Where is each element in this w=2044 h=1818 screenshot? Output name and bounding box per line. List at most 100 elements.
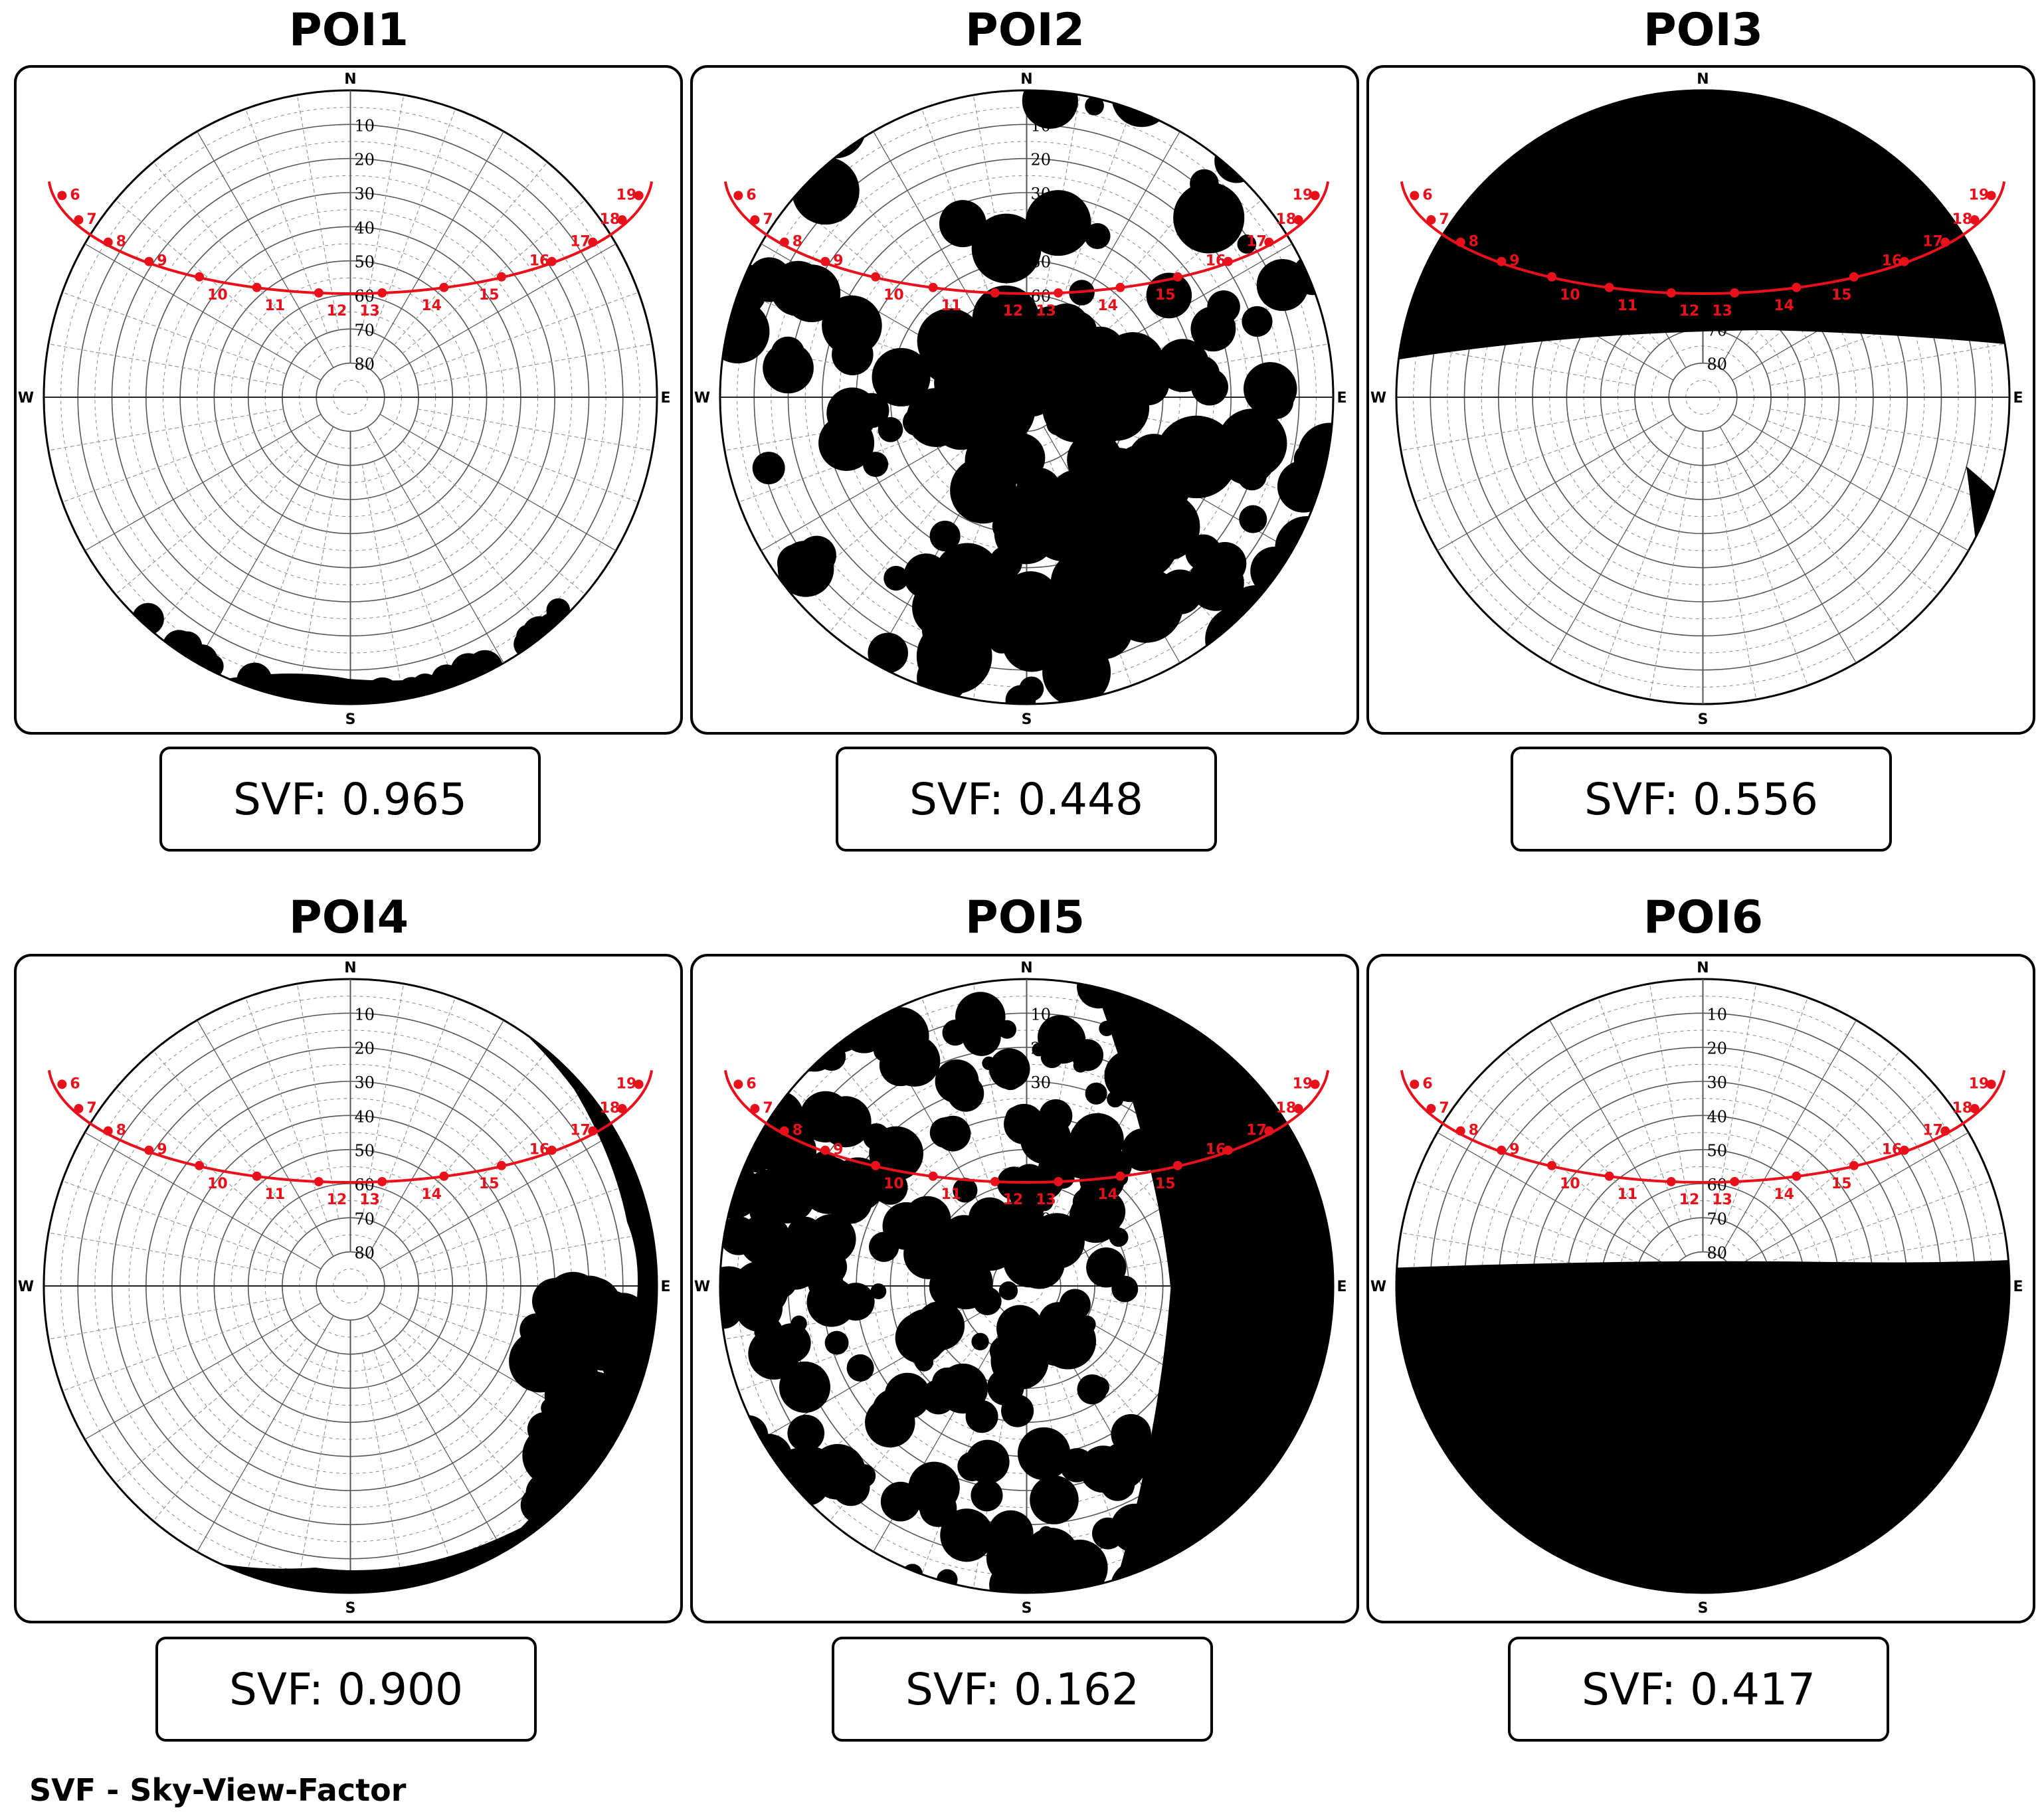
sun-hour-marker — [547, 1145, 557, 1155]
altitude-label: 50 — [354, 253, 374, 272]
sun-hour-label: 15 — [1831, 1176, 1852, 1192]
sun-hour-label: 11 — [1618, 298, 1638, 314]
sun-hour-label: 19 — [1969, 1075, 1990, 1092]
sun-hour-marker — [1986, 191, 1996, 201]
compass-label: N — [1020, 71, 1032, 88]
sun-hour-marker — [750, 1104, 760, 1114]
sun-hour-marker — [103, 1126, 113, 1136]
sun-hour-marker — [1293, 215, 1303, 225]
compass-label: S — [345, 711, 356, 728]
sun-hour-label: 6 — [746, 1075, 756, 1092]
sun-hour-marker — [1604, 1171, 1614, 1181]
compass-label: E — [1337, 1279, 1347, 1295]
altitude-label: 80 — [354, 355, 374, 374]
compass-label: N — [344, 960, 356, 976]
sun-hour-marker — [1054, 1176, 1064, 1186]
sun-hour-marker — [1293, 1104, 1303, 1114]
sun-hour-label: 11 — [265, 298, 286, 314]
sun-hour-label: 14 — [421, 298, 442, 314]
sun-hour-marker — [144, 1145, 154, 1155]
sun-hour-label: 15 — [479, 287, 500, 304]
panel-title-poi1: POI1 — [288, 4, 409, 56]
sun-hour-marker — [617, 215, 627, 225]
sun-hour-label: 7 — [1439, 211, 1449, 228]
sun-hour-marker — [820, 1145, 830, 1155]
sun-hour-marker — [1970, 1104, 1980, 1114]
sun-hour-label: 15 — [1155, 287, 1176, 304]
sun-hour-label: 8 — [116, 1123, 126, 1139]
sun-hour-label: 7 — [86, 211, 96, 228]
compass-label: W — [18, 390, 34, 407]
sun-hour-label: 18 — [600, 211, 620, 228]
panel-title-poi5: POI5 — [965, 891, 1085, 944]
sun-hour-marker — [1426, 1104, 1436, 1114]
sun-hour-label: 17 — [1922, 234, 1943, 250]
sun-hour-marker — [1410, 1079, 1420, 1089]
sun-hour-label: 6 — [70, 1075, 80, 1092]
sun-hour-label: 16 — [1882, 253, 1903, 270]
sun-hour-marker — [1172, 272, 1182, 282]
sun-hour-marker — [1223, 1145, 1233, 1155]
sun-hour-marker — [820, 256, 830, 266]
sun-hour-marker — [928, 282, 938, 292]
sun-hour-marker — [1410, 191, 1420, 201]
sky-diagram: 10 20 30 40 50 60 70 80 67 8 9 10 11 12 13 14 15 16 17 18 19… — [18, 71, 671, 728]
sun-path: 67 8 9 10 11 12 13 14 15 16 17 18 19 — [723, 1069, 1330, 1208]
fisheye-panel-poi2: 1020304050607080678910111213141516171819… — [690, 65, 1359, 735]
sun-hour-label: 16 — [1206, 253, 1226, 270]
sun-hour-label: 12 — [327, 303, 347, 319]
panel-title-poi3: POI3 — [1643, 4, 1764, 56]
sun-hour-label: 15 — [479, 1176, 500, 1192]
sun-hour-marker — [1115, 1171, 1125, 1181]
altitude-label: 70 — [354, 321, 374, 339]
sun-hour-marker — [439, 1171, 449, 1181]
sun-hour-label: 8 — [116, 234, 126, 250]
sun-hour-label: 18 — [1276, 1100, 1297, 1117]
sun-hour-marker — [1666, 1176, 1676, 1186]
sun-hour-marker — [496, 272, 506, 282]
sun-hour-label: 19 — [1969, 187, 1990, 203]
sun-hour-marker — [1426, 215, 1436, 225]
altitude-label: 10 — [354, 116, 374, 135]
sun-hour-marker — [1792, 282, 1802, 292]
sun-hour-label: 8 — [1469, 1123, 1479, 1139]
sun-hour-marker — [634, 1079, 644, 1089]
altitude-label: 20 — [354, 151, 374, 169]
sun-hour-label: 17 — [1246, 234, 1267, 250]
sun-hour-label: 17 — [570, 1123, 591, 1139]
sun-hour-marker — [1986, 1079, 1996, 1089]
altitude-label: 80 — [1707, 355, 1726, 374]
sun-hour-label: 16 — [1206, 1142, 1226, 1158]
altitude-label: 40 — [354, 1107, 374, 1126]
sun-hour-label: 6 — [1422, 1075, 1432, 1092]
compass-label: S — [1698, 711, 1709, 728]
compass-label: W — [1370, 1279, 1386, 1295]
sun-hour-marker — [634, 191, 644, 201]
sun-path: 67 8 9 10 11 12 13 14 15 16 17 18 19 — [723, 181, 1330, 319]
altitude-label: 60 — [1707, 1176, 1726, 1194]
sun-path: 67 8 9 10 11 12 13 14 15 16 17 18 19 — [47, 181, 654, 319]
compass-label: E — [1337, 390, 1347, 407]
altitude-label: 50 — [354, 1142, 374, 1160]
sun-hour-label: 11 — [941, 298, 962, 314]
sun-hour-marker — [1310, 1079, 1320, 1089]
sun-hour-marker — [195, 1160, 205, 1170]
panel-title-poi4: POI4 — [288, 891, 409, 944]
altitude-label: 20 — [354, 1040, 374, 1058]
sun-hour-marker — [1264, 237, 1274, 247]
sun-hour-label: 12 — [327, 1192, 347, 1208]
sun-path: 67 8 9 10 11 12 13 14 15 16 17 18 19 — [1400, 181, 2006, 319]
sun-hour-label: 17 — [1246, 1123, 1267, 1139]
sun-hour-marker — [1849, 272, 1859, 282]
fisheye-panel-poi3: 1020304050607080678910111213141516171819… — [1366, 65, 2035, 735]
sun-hour-label: 10 — [1560, 287, 1580, 304]
sun-hour-label: 9 — [1509, 1142, 1519, 1158]
compass-label: S — [1698, 1600, 1709, 1617]
sun-hour-marker — [750, 215, 760, 225]
sun-hour-marker — [1899, 256, 1909, 266]
svf-value-poi1: SVF: 0.965 — [159, 747, 541, 852]
altitude-label: 20 — [1030, 151, 1050, 169]
compass-label: N — [344, 71, 356, 88]
svf-value-poi5: SVF: 0.162 — [832, 1637, 1213, 1742]
sun-hour-label: 13 — [1036, 303, 1056, 319]
